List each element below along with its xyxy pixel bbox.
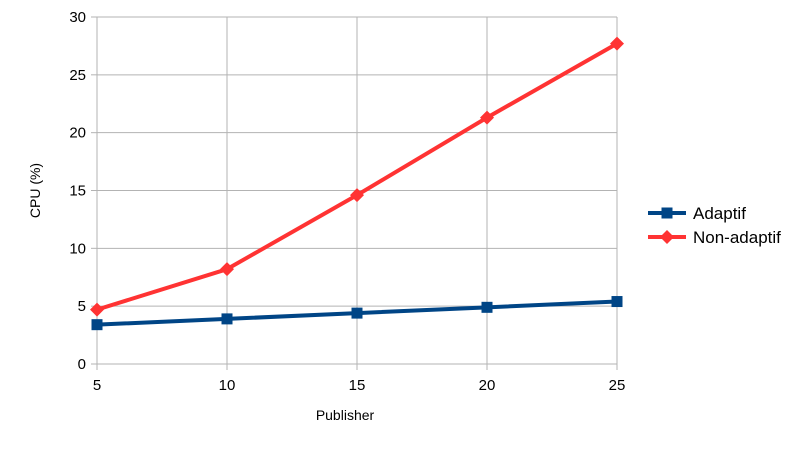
data-point xyxy=(350,188,364,203)
x-tick-label: 5 xyxy=(93,377,101,394)
data-point xyxy=(611,296,623,308)
y-tick-label: 30 xyxy=(69,9,86,26)
legend-item-non-adaptif: Non-adaptif xyxy=(648,228,781,247)
x-tick-label: 25 xyxy=(609,377,626,394)
data-point xyxy=(610,36,624,51)
data-point xyxy=(91,319,103,331)
y-tick-label: 25 xyxy=(69,67,86,84)
y-tick-label: 20 xyxy=(69,125,86,142)
y-tick-label: 5 xyxy=(78,298,86,315)
legend-swatch-marker xyxy=(660,230,674,244)
x-tick-label: 20 xyxy=(479,377,496,394)
y-axis-title: CPU (%) xyxy=(27,163,43,218)
data-point xyxy=(480,110,494,125)
series-non-adaptif xyxy=(90,36,624,317)
data-point xyxy=(221,313,233,325)
y-tick-label: 0 xyxy=(78,356,86,373)
legend-label: Non-adaptif xyxy=(693,228,781,247)
series-adaptif xyxy=(91,296,623,331)
x-axis-title: Publisher xyxy=(316,407,375,423)
x-tick-label: 10 xyxy=(219,377,236,394)
data-point xyxy=(481,301,493,313)
series-lines xyxy=(90,36,624,331)
legend-item-adaptif: Adaptif xyxy=(648,204,746,223)
y-tick-label: 10 xyxy=(69,240,86,257)
legend-swatch-marker xyxy=(661,207,673,219)
y-tick-label: 15 xyxy=(69,183,86,200)
legend: Adaptif Non-adaptif xyxy=(648,204,781,247)
data-point xyxy=(90,302,104,317)
data-point xyxy=(351,307,363,319)
x-tick-label: 15 xyxy=(349,377,366,394)
legend-label: Adaptif xyxy=(693,204,746,223)
data-point xyxy=(220,262,234,277)
